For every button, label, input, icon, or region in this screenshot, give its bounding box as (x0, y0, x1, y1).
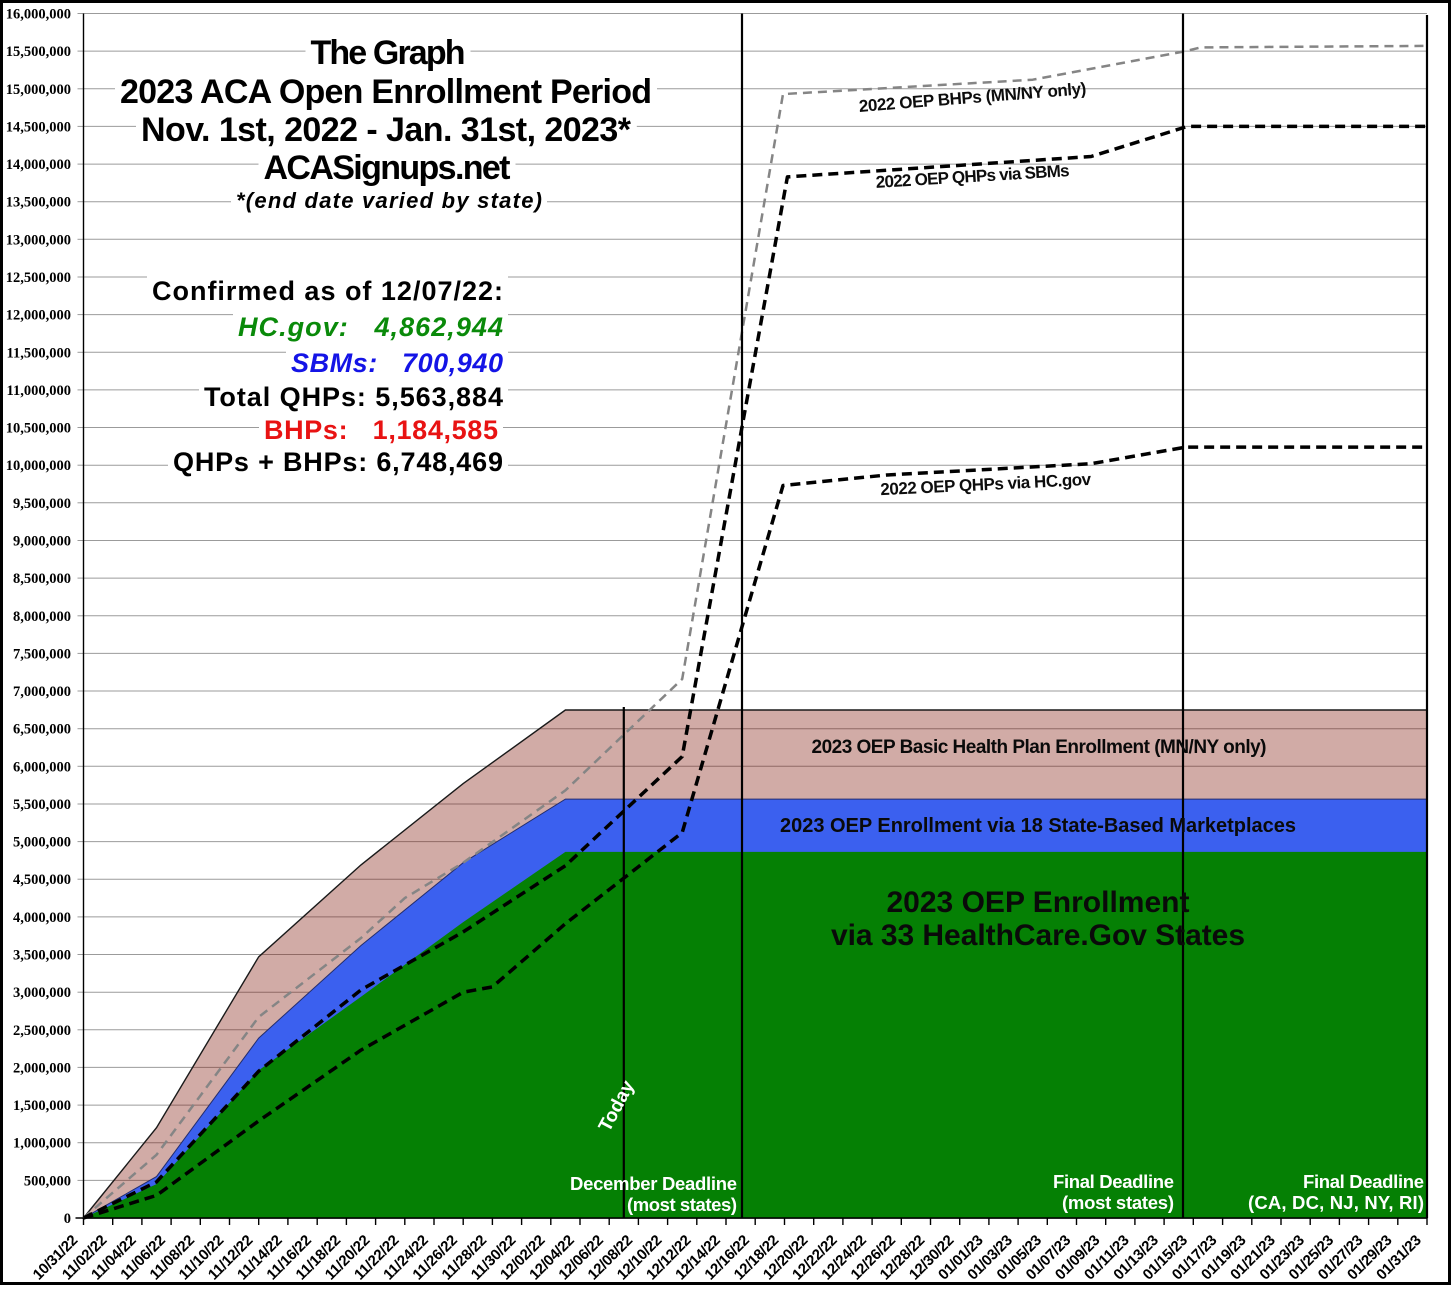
svg-text:5,000,000: 5,000,000 (13, 835, 71, 851)
svg-text:December Deadline: December Deadline (570, 1173, 737, 1194)
svg-text:1,500,000: 1,500,000 (13, 1098, 71, 1114)
svg-text:Final Deadline: Final Deadline (1303, 1171, 1424, 1192)
svg-text:9,500,000: 9,500,000 (13, 496, 71, 512)
svg-text:8,000,000: 8,000,000 (13, 609, 71, 625)
svg-text:15,500,000: 15,500,000 (6, 44, 71, 60)
svg-text:2,500,000: 2,500,000 (13, 1023, 71, 1039)
svg-text:12,000,000: 12,000,000 (6, 308, 71, 324)
svg-text:13,000,000: 13,000,000 (6, 232, 71, 248)
svg-text:10,500,000: 10,500,000 (6, 421, 71, 437)
svg-text:5,500,000: 5,500,000 (13, 797, 71, 813)
svg-text:16,000,000: 16,000,000 (6, 7, 71, 23)
svg-text:BHPs: 1,184,585: BHPs: 1,184,585 (264, 415, 498, 445)
svg-text:7,000,000: 7,000,000 (13, 684, 71, 700)
svg-text:ACASignups.net: ACASignups.net (264, 149, 511, 187)
svg-text:via 33 HealthCare.Gov States: via 33 HealthCare.Gov States (831, 919, 1245, 952)
svg-text:SBMs: 700,940: SBMs: 700,940 (291, 348, 503, 378)
svg-text:8,500,000: 8,500,000 (13, 571, 71, 587)
svg-text:4,000,000: 4,000,000 (13, 910, 71, 926)
svg-text:3,500,000: 3,500,000 (13, 948, 71, 964)
svg-text:12,500,000: 12,500,000 (6, 270, 71, 286)
svg-text:11,500,000: 11,500,000 (7, 345, 71, 361)
svg-text:*(end date varied by state): *(end date varied by state) (236, 188, 542, 213)
svg-text:6,000,000: 6,000,000 (13, 759, 71, 775)
svg-text:7,500,000: 7,500,000 (13, 646, 71, 662)
svg-text:(CA, DC, NJ, NY, RI): (CA, DC, NJ, NY, RI) (1248, 1192, 1424, 1213)
svg-text:15,000,000: 15,000,000 (6, 82, 71, 98)
svg-text:2023 OEP Enrollment via 18 Sta: 2023 OEP Enrollment via 18 State-Based M… (780, 815, 1296, 837)
svg-text:2,000,000: 2,000,000 (13, 1060, 71, 1076)
svg-text:Final Deadline: Final Deadline (1053, 1171, 1174, 1192)
svg-text:Total QHPs: 5,563,884: Total QHPs: 5,563,884 (204, 382, 503, 412)
svg-text:1,000,000: 1,000,000 (13, 1136, 71, 1152)
svg-text:10,000,000: 10,000,000 (6, 458, 71, 474)
svg-text:Confirmed as of 12/07/22:: Confirmed as of 12/07/22: (152, 276, 503, 306)
svg-text:0: 0 (64, 1211, 71, 1227)
svg-text:(most states): (most states) (627, 1194, 737, 1215)
svg-text:11,000,000: 11,000,000 (7, 383, 71, 399)
svg-text:4,500,000: 4,500,000 (13, 872, 71, 888)
svg-text:14,500,000: 14,500,000 (6, 119, 71, 135)
svg-text:The Graph: The Graph (311, 34, 466, 72)
svg-text:14,000,000: 14,000,000 (6, 157, 71, 173)
svg-text:2023 OEP Basic Health Plan Enr: 2023 OEP Basic Health Plan Enrollment (M… (812, 737, 1267, 758)
svg-text:QHPs + BHPs: 6,748,469: QHPs + BHPs: 6,748,469 (173, 447, 503, 477)
svg-text:9,000,000: 9,000,000 (13, 534, 71, 550)
svg-text:HC.gov: 4,862,944: HC.gov: 4,862,944 (238, 312, 503, 342)
svg-text:13,500,000: 13,500,000 (6, 195, 71, 211)
svg-text:3,000,000: 3,000,000 (13, 985, 71, 1001)
svg-text:Nov. 1st, 2022 - Jan. 31st, 20: Nov. 1st, 2022 - Jan. 31st, 2023* (141, 111, 632, 149)
svg-text:6,500,000: 6,500,000 (13, 722, 71, 738)
svg-text:500,000: 500,000 (24, 1173, 71, 1189)
svg-text:(most states): (most states) (1062, 1192, 1174, 1213)
svg-text:2023 ACA Open Enrollment Perio: 2023 ACA Open Enrollment Period (120, 73, 652, 111)
svg-text:2023 OEP Enrollment: 2023 OEP Enrollment (887, 886, 1190, 919)
